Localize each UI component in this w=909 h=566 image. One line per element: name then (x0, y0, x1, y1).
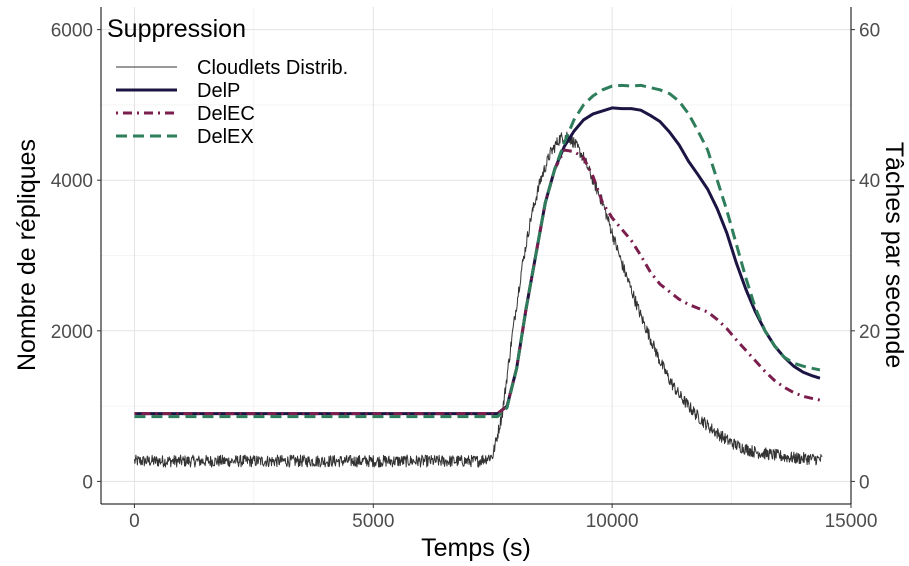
grid-layer (101, 7, 852, 504)
y-tick-label: 4000 (51, 171, 93, 192)
series-layer (133, 83, 823, 468)
y-axis-title: Nombre de répliques (13, 139, 41, 371)
x-tick-label: 0 (129, 511, 140, 532)
axes-layer: 0 5000 10000 15000 0 2000 4000 6000 0 20 40 60 (51, 7, 880, 532)
legend-label: DelEC (197, 103, 255, 125)
x-axis-title: Temps (s) (421, 534, 531, 562)
x-tick-label: 5000 (352, 511, 394, 532)
legend-label: DelP (197, 80, 240, 102)
series-line-cloudlets-distrib (133, 131, 823, 468)
y-tick-label: 2000 (51, 322, 93, 343)
x-tick-label: 15000 (825, 511, 878, 532)
legend: Suppression Cloudlets Distrib.DelPDelECDe… (107, 15, 348, 148)
legend-label: Cloudlets Distrib. (197, 57, 348, 79)
y2-tick-label: 0 (859, 472, 870, 493)
y2-tick-label: 40 (859, 171, 880, 192)
y2-axis-title: Tâches par seconde (880, 142, 908, 369)
y-tick-label: 0 (82, 472, 93, 493)
x-tick-label: 10000 (586, 511, 639, 532)
y2-tick-label: 60 (859, 21, 880, 42)
y-tick-label: 6000 (51, 21, 93, 42)
y2-tick-label: 20 (859, 322, 880, 343)
legend-title: Suppression (107, 15, 246, 43)
series-line-delex (134, 83, 821, 419)
legend-label: DelEX (197, 126, 254, 148)
